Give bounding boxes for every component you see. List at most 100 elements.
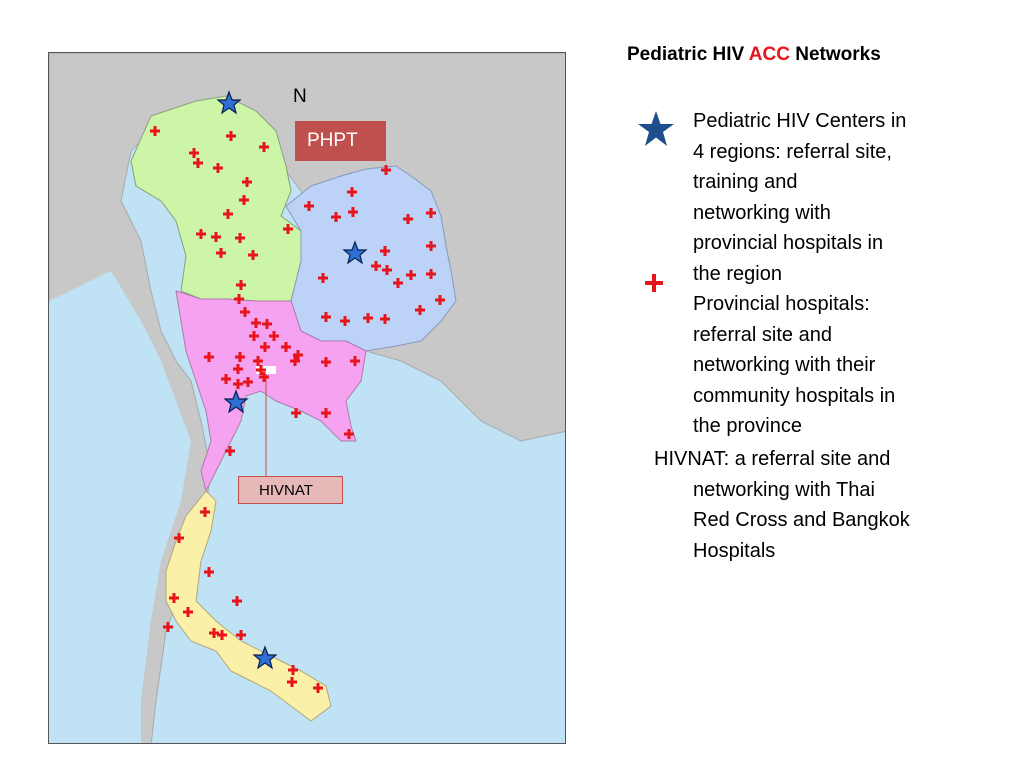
provincial-hospital-cross [236,280,246,290]
provincial-hospital-cross [347,187,357,197]
provincial-hospital-cross [321,357,331,367]
legend-line: provincial hospitals in [693,232,884,254]
provincial-hospital-cross [196,229,206,239]
legend-line: networking with Thai [693,478,875,501]
center-star-north [216,90,242,115]
slide-title: Pediatric HIV ACC Networks [627,44,881,66]
red-cross-icon [150,126,445,693]
provincial-hospital-cross [287,677,297,687]
provincial-hospital-cross [403,214,413,224]
star-icon [638,111,674,146]
provincial-hospital-cross [435,295,445,305]
provincial-hospital-cross [183,607,193,617]
provincial-hospital-cross [233,379,243,389]
provincial-hospital-cross [380,314,390,324]
provincial-hospital-cross [256,365,266,375]
thailand-map [48,52,566,744]
provincial-hospital-cross [243,377,253,387]
provincial-hospital-cross [380,246,390,256]
provincial-hospital-cross [393,278,403,288]
title-highlight: ACC [748,44,790,65]
legend-line: Pediatric HIV Centers in [693,110,907,132]
provincial-hospital-cross [240,307,250,317]
provincial-hospital-cross [193,158,203,168]
legend-line: 4 regions: referral site, [693,140,892,163]
provincial-hospital-cross [269,331,279,341]
provincial-hospital-cross [169,593,179,603]
provincial-hospital-cross [204,567,214,577]
provincial-hospital-cross [236,630,246,640]
region-northeast [285,165,457,352]
provincial-hospital-cross [381,165,391,175]
provincial-hospital-cross [211,232,221,242]
provincial-hospital-cross [321,312,331,322]
legend-hivnat-text: HIVNAT: a referral site and networking w… [654,444,954,566]
provincial-hospital-cross [259,142,269,152]
provincial-hospital-cross [253,356,263,366]
provincial-hospital-cross [225,446,235,456]
legend-line: HIVNAT: a referral site and [654,448,891,470]
star-icon [216,90,368,670]
hivnat-label: HIVNAT [238,476,343,504]
provincial-hospital-cross [363,313,373,323]
provincial-hospital-cross [340,316,350,326]
center-star-central [223,389,249,414]
provincial-hospital-cross [150,126,160,136]
provincial-hospital-cross [235,233,245,243]
provincial-hospital-cross [260,342,270,352]
center-star-northeast [342,240,368,265]
legend-line: community hospitals in [693,384,896,407]
legend-line: the region [693,262,782,285]
provincial-hospital-cross [426,269,436,279]
provincial-hospital-cross [216,248,226,258]
provincial-hospital-cross [281,342,291,352]
provincial-hospital-cross [350,356,360,366]
provincial-hospital-cross [426,208,436,218]
legend-centers-text: Pediatric HIV Centers in 4 regions: refe… [693,106,953,289]
provincial-hospital-cross [242,177,252,187]
legend-line: Provincial hospitals: [693,293,870,315]
provincial-hospital-cross [348,207,358,217]
provincial-hospital-cross [318,273,328,283]
north-label: N [293,86,307,107]
provincial-hospital-cross [415,305,425,315]
provincial-hospital-cross [223,209,233,219]
provincial-hospital-cross [304,201,314,211]
provincial-hospital-cross [406,270,416,280]
title-suffix: Networks [789,44,881,65]
provincial-hospital-cross [426,241,436,251]
provincial-hospital-cross [248,250,258,260]
legend-line: referral site and [693,323,832,346]
provincial-hospital-cross [288,665,298,675]
andaman-sea [49,271,191,743]
legend-line: Red Cross and Bangkok [693,509,910,531]
provincial-hospital-cross [209,628,219,638]
provincial-hospital-cross [291,408,301,418]
provincial-hospital-cross [189,148,199,158]
provincial-hospital-cross [313,683,323,693]
provincial-hospital-cross [239,195,249,205]
provincial-hospital-cross [290,356,300,366]
legend-line: networking with [693,201,831,224]
region-south [165,490,332,722]
provincial-hospital-cross [262,319,272,329]
provincial-hospital-cross [235,352,245,362]
legend-line: the province [693,415,802,437]
legend-provincial-text: Provincial hospitals: referral site and … [693,289,953,442]
provincial-hospital-cross [234,294,244,304]
provincial-hospital-cross [382,265,392,275]
provincial-hospital-cross [331,212,341,222]
provincial-hospital-cross [321,408,331,418]
title-prefix: Pediatric HIV [627,44,749,65]
provincial-hospital-cross [344,429,354,439]
red-cross-icon [645,274,663,292]
phpt-label: PHPT [295,121,386,161]
provincial-hospital-cross [283,224,293,234]
provincial-hospital-cross [217,630,227,640]
legend-line: networking with their [693,354,876,376]
provincial-hospital-cross [293,350,303,360]
provincial-hospital-cross [249,331,259,341]
provincial-hospital-cross [174,533,184,543]
provincial-hospital-cross [233,364,243,374]
legend-line: training and [693,171,798,193]
